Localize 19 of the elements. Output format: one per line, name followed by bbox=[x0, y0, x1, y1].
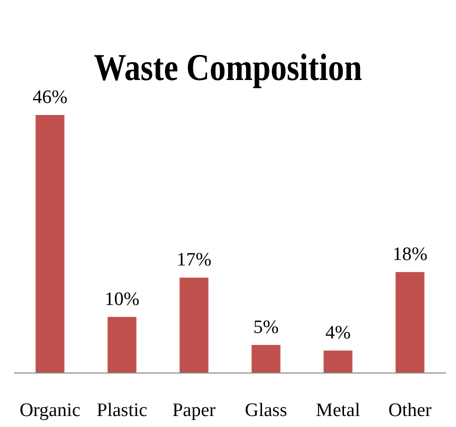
data-label: 46% bbox=[32, 87, 68, 108]
bar bbox=[180, 278, 208, 373]
x-tick-label: Glass bbox=[244, 400, 288, 421]
data-label: 5% bbox=[253, 316, 279, 338]
data-label: 17% bbox=[176, 250, 212, 271]
bar bbox=[36, 115, 64, 373]
x-tick-label: Paper bbox=[172, 400, 216, 421]
data-label: 10% bbox=[104, 288, 140, 310]
x-tick-label: Plastic bbox=[96, 400, 148, 421]
bar bbox=[324, 350, 352, 373]
bar bbox=[396, 272, 424, 373]
bar bbox=[108, 316, 136, 373]
x-tick-label: Metal bbox=[316, 400, 360, 421]
chart-title: Waste Composition bbox=[94, 46, 362, 89]
x-tick-label: Other bbox=[388, 400, 432, 421]
x-tick-label: Organic bbox=[20, 400, 80, 421]
data-label: 4% bbox=[325, 322, 351, 344]
bar bbox=[252, 344, 280, 373]
data-label: 18% bbox=[392, 244, 428, 266]
